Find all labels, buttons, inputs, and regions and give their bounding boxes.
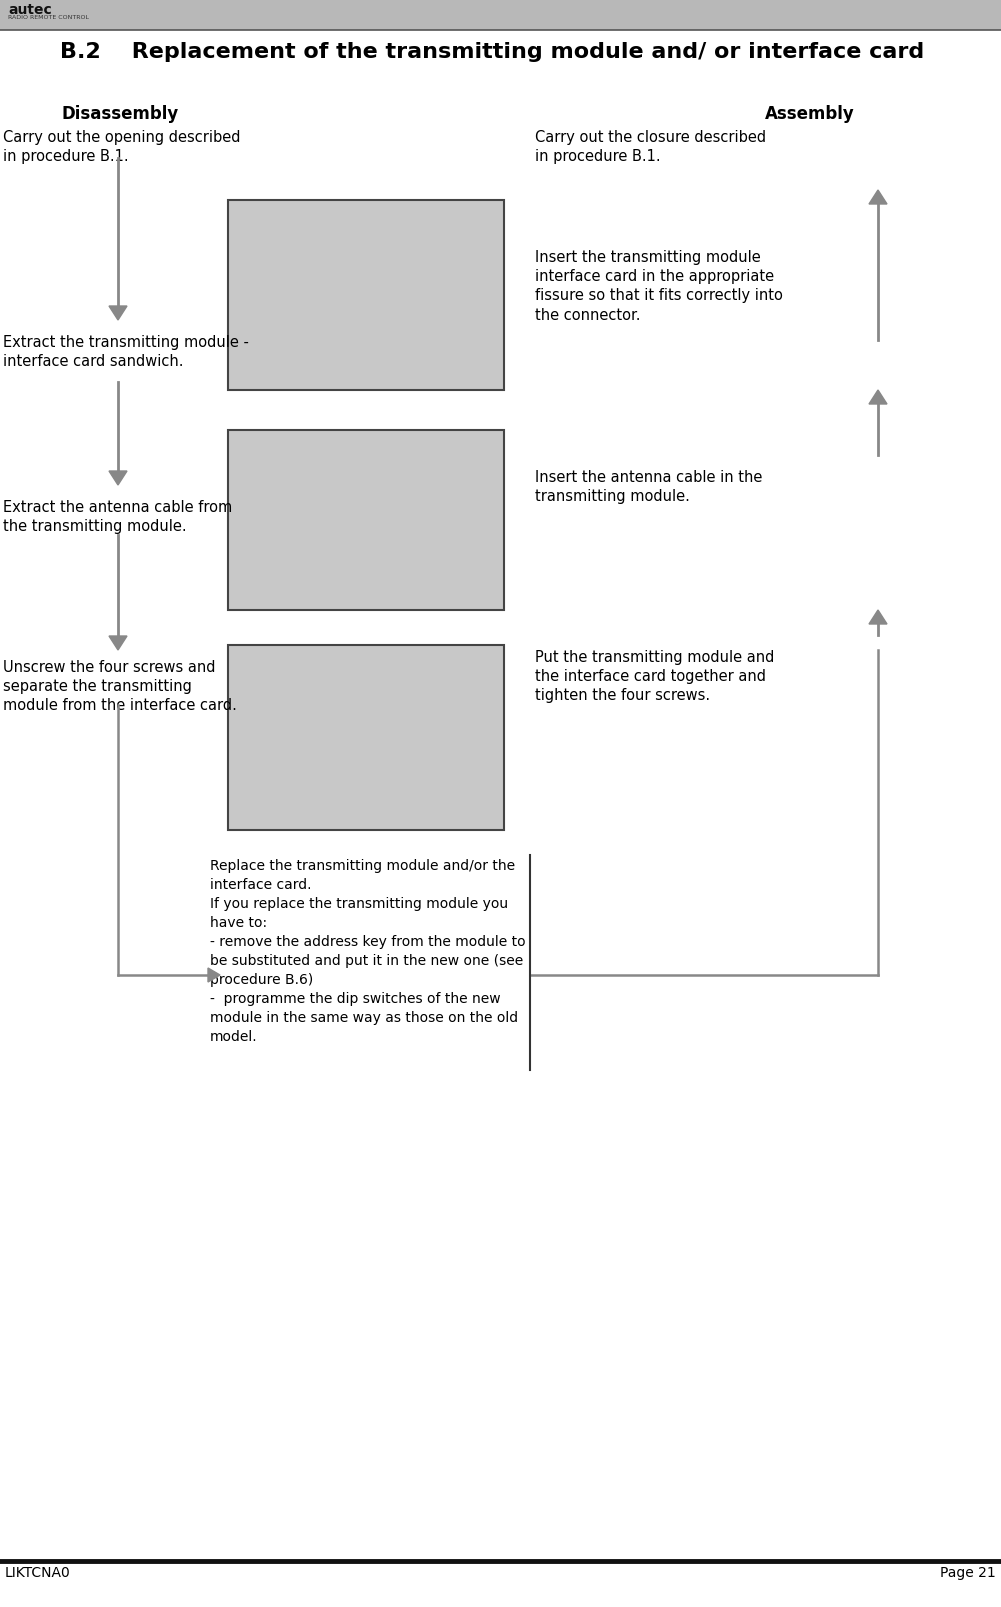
Bar (228, 644, 504, 829)
Polygon shape (869, 611, 887, 624)
Text: Page 21: Page 21 (940, 1565, 996, 1580)
Text: Replace the transmitting module and/or the
interface card.
If you replace the tr: Replace the transmitting module and/or t… (210, 860, 526, 1043)
Polygon shape (208, 967, 220, 982)
Polygon shape (109, 471, 127, 485)
Text: Assembly: Assembly (765, 104, 855, 124)
Text: LIKTCNA0: LIKTCNA0 (5, 1565, 71, 1580)
Text: Carry out the opening described
in procedure B.1.: Carry out the opening described in proce… (3, 130, 240, 164)
Polygon shape (869, 391, 887, 403)
Text: Insert the transmitting module
interface card in the appropriate
fissure so that: Insert the transmitting module interface… (535, 251, 783, 323)
Text: Carry out the closure described
in procedure B.1.: Carry out the closure described in proce… (535, 130, 766, 164)
Text: RADIO REMOTE CONTROL: RADIO REMOTE CONTROL (8, 14, 89, 19)
Bar (228, 199, 504, 391)
Text: Insert the antenna cable in the
transmitting module.: Insert the antenna cable in the transmit… (535, 469, 763, 505)
Text: Put the transmitting module and
the interface card together and
tighten the four: Put the transmitting module and the inte… (535, 649, 775, 704)
Text: Unscrew the four screws and
separate the transmitting
module from the interface : Unscrew the four screws and separate the… (3, 660, 237, 714)
Text: autec: autec (8, 3, 52, 18)
Polygon shape (109, 305, 127, 320)
Text: Extract the transmitting module -
interface card sandwich.: Extract the transmitting module - interf… (3, 334, 249, 370)
Bar (228, 431, 504, 611)
Text: Extract the antenna cable from
the transmitting module.: Extract the antenna cable from the trans… (3, 500, 232, 534)
Text: B.2    Replacement of the transmitting module and/ or interface card: B.2 Replacement of the transmitting modu… (60, 42, 924, 63)
Bar (0, 0, 1001, 31)
Polygon shape (869, 190, 887, 204)
Polygon shape (109, 636, 127, 649)
Text: Disassembly: Disassembly (61, 104, 178, 124)
